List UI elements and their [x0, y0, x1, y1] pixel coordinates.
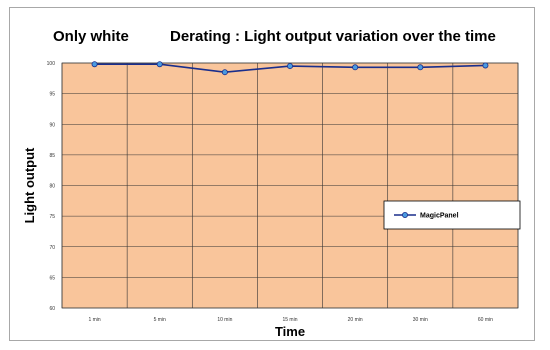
data-point [417, 64, 424, 71]
y-tick-label: 75 [49, 214, 55, 220]
y-tick-label: 85 [49, 153, 55, 159]
x-tick-label: 60 min [478, 317, 493, 323]
x-axis: 1 min 5 min 10 min 15 min 20 min 30 min 60 min [88, 317, 493, 323]
legend-marker-swatch [401, 211, 408, 218]
x-tick-label: 20 min [348, 317, 363, 323]
y-tick-label: 100 [47, 61, 56, 67]
x-tick-label: 30 min [413, 317, 428, 323]
series-magicpanel [91, 61, 489, 76]
data-point [221, 69, 228, 76]
x-tick-label: 5 min [154, 317, 166, 323]
legend-label: MagicPanel [420, 213, 459, 220]
data-point [352, 64, 359, 71]
chart-frame: Only white Derating : Light output varia… [9, 7, 535, 341]
data-point [286, 63, 293, 70]
y-tick-label: 65 [49, 275, 55, 281]
y-tick-label: 95 [49, 92, 55, 98]
x-axis-title: Time [275, 324, 305, 339]
y-tick-label: 70 [49, 245, 55, 251]
y-axis-title: Light output [22, 147, 37, 223]
chart-canvas: Only white Derating : Light output varia… [22, 28, 521, 339]
data-point [91, 61, 98, 68]
y-tick-label: 60 [49, 306, 55, 312]
x-tick-label: 10 min [217, 317, 232, 323]
x-tick-label: 1 min [88, 317, 100, 323]
chart-subtitle: Only white [53, 28, 129, 45]
y-tick-label: 90 [49, 122, 55, 128]
data-point [156, 61, 163, 68]
data-point [482, 62, 489, 69]
x-tick-label: 15 min [282, 317, 297, 323]
y-axis: 60 65 70 75 80 85 90 95 100 [47, 61, 56, 312]
grid-lines [61, 62, 519, 309]
y-tick-label: 80 [49, 184, 55, 190]
legend: MagicPanel [383, 200, 521, 230]
chart-title: Derating : Light output variation over t… [170, 28, 496, 45]
